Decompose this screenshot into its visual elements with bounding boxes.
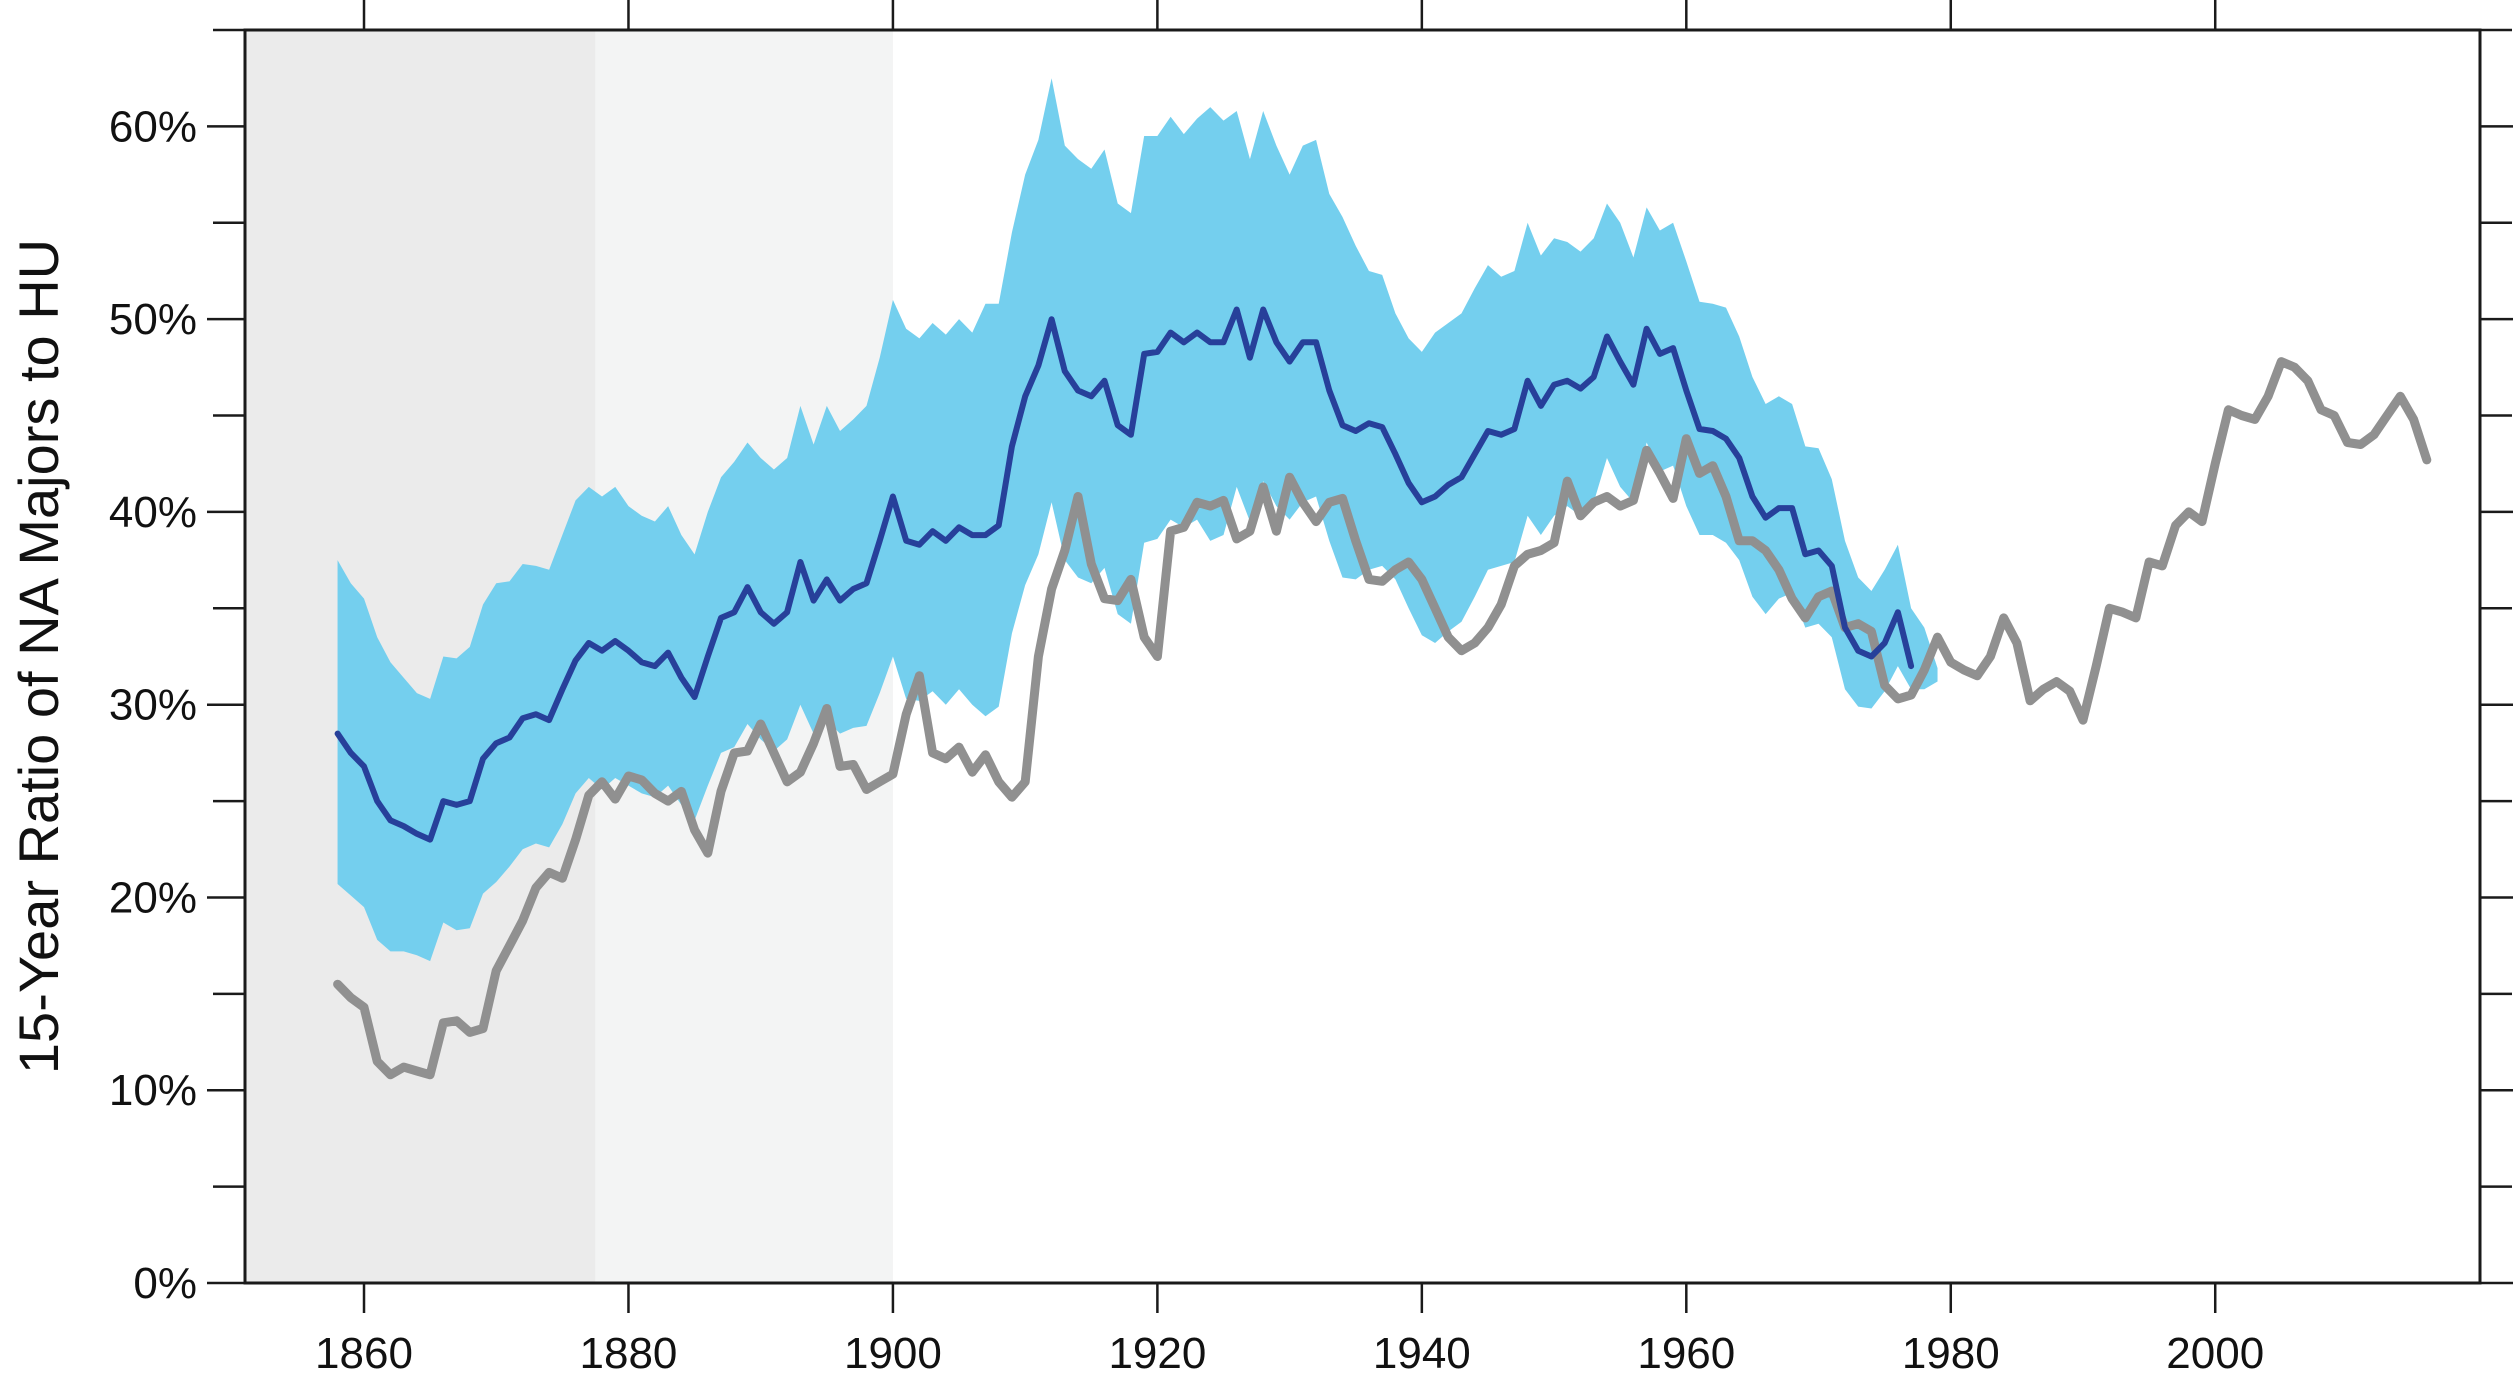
x-tick-label: 2000 (2166, 1329, 2264, 1378)
axes-layer (243, 28, 2482, 1285)
x-tick-label: 1860 (315, 1329, 413, 1378)
y-tick-label: 50% (109, 295, 197, 344)
plot-frame (243, 28, 2482, 1285)
raw-ratio-line (333, 357, 2432, 1080)
series-layer (333, 306, 2432, 1080)
y-tick-label: 40% (109, 488, 197, 537)
y-tick-label: 60% (109, 102, 197, 151)
uncertainty-band-layer (337, 78, 1938, 962)
y-tick-label: 20% (109, 873, 197, 922)
y-tick-label: 0% (133, 1259, 197, 1308)
x-tick-label: 1940 (1373, 1329, 1471, 1378)
adjusted-ratio-line (334, 306, 1915, 843)
x-tick-label: 1960 (1637, 1329, 1735, 1378)
labels-layer: 0% 10% 20% 30% 40% 50% 60% 1860 1880 1900 1920 1940… (7, 102, 2264, 1378)
x-tick-label: 1920 (1108, 1329, 1206, 1378)
uncertainty-band (337, 78, 1938, 962)
x-tick-label: 1980 (1902, 1329, 2000, 1378)
ticks-layer (207, 0, 2513, 1313)
y-axis-label: 15-Year Ratio of NA Majors to HU (7, 239, 70, 1074)
x-tick-label: 1880 (580, 1329, 678, 1378)
x-tick-label: 1900 (844, 1329, 942, 1378)
y-tick-label: 10% (109, 1066, 197, 1115)
y-tick-label: 30% (109, 681, 197, 730)
